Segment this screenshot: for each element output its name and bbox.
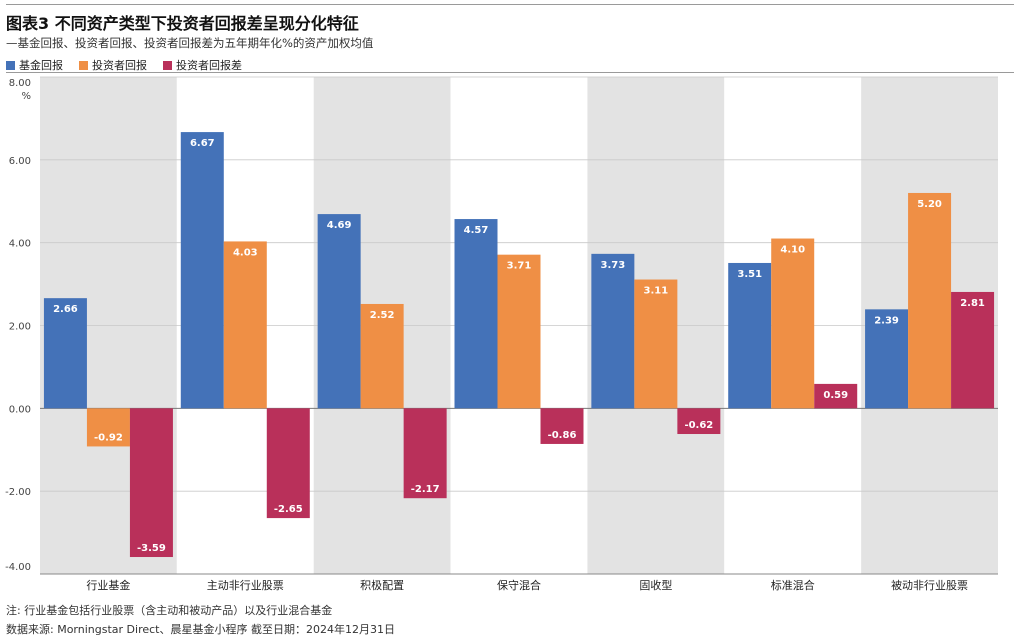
x-tick-label: 固收型 [639, 578, 672, 592]
x-tick-label: 积极配置 [360, 578, 404, 592]
data-label: 5.20 [917, 199, 942, 210]
y-tick-label: 6.00 [9, 156, 31, 167]
bar [454, 219, 498, 409]
y-tick-label: 4.00 [9, 239, 31, 250]
bar [677, 408, 721, 435]
data-label: 2.66 [53, 304, 78, 315]
legend-swatch-return-gap [163, 60, 172, 70]
x-tick-label: 保守混合 [497, 578, 541, 592]
bar [497, 254, 541, 409]
bar [634, 279, 678, 409]
bar [86, 408, 130, 447]
data-label: -0.92 [94, 432, 123, 443]
bar [908, 192, 952, 409]
bar [360, 303, 404, 409]
data-label: 4.10 [780, 245, 805, 256]
legend-item-fund-return: 基金回报 [6, 57, 63, 73]
data-label: 3.51 [737, 269, 762, 280]
y-tick-label: -2.00 [5, 487, 31, 498]
data-label: -0.86 [548, 430, 577, 441]
legend-label-fund-return: 基金回报 [19, 59, 63, 72]
bar [266, 408, 310, 519]
legend-item-return-gap: 投资者回报差 [163, 57, 242, 73]
x-tick-label: 主动非行业股票 [207, 579, 284, 592]
data-label: 2.52 [370, 310, 395, 321]
legend-label-investor-return: 投资者回报 [92, 59, 147, 72]
data-label: 6.67 [190, 138, 215, 149]
data-label: -3.59 [137, 543, 166, 554]
data-label: 3.73 [601, 260, 626, 271]
data-label: -2.65 [274, 504, 303, 515]
chart-title: 图表3 不同资产类型下投资者回报差呈现分化特征 [6, 14, 359, 33]
bar [43, 298, 87, 409]
data-label: 3.71 [507, 261, 532, 272]
x-tick-label: 被动非行业股票 [891, 579, 968, 592]
data-label: 3.11 [644, 286, 669, 297]
bar [591, 253, 635, 409]
bar [951, 291, 995, 409]
y-unit-label: % [21, 91, 31, 102]
legend-swatch-fund-return [6, 60, 15, 70]
y-tick-label: 8.00 [9, 78, 31, 89]
data-label: 2.81 [960, 298, 985, 309]
chart-legend: 基金回报 投资者回报 投资者回报差 [6, 57, 242, 73]
x-tick-label: 行业基金 [86, 578, 130, 592]
y-tick-label: 0.00 [9, 404, 31, 415]
y-tick-label: -4.00 [5, 562, 31, 573]
bar [540, 408, 584, 444]
legend-rule [6, 72, 1014, 73]
data-label: 4.57 [464, 225, 489, 236]
source-note: 数据来源: Morningstar Direct、晨星基金小程序 截至日期：20… [6, 623, 395, 636]
top-rule [6, 4, 1014, 5]
bar [771, 238, 815, 409]
legend-item-investor-return: 投资者回报 [79, 57, 147, 73]
legend-swatch-investor-return [79, 60, 88, 70]
bar [317, 214, 361, 409]
data-label: 4.03 [233, 247, 258, 258]
data-label: 4.69 [327, 220, 352, 231]
bar [223, 241, 267, 409]
bar [403, 408, 447, 499]
bar [728, 262, 772, 409]
legend-label-return-gap: 投资者回报差 [176, 59, 242, 72]
footnote: 注: 行业基金包括行业股票（含主动和被动产品）以及行业混合基金 [6, 604, 333, 617]
data-label: 2.39 [874, 315, 899, 326]
bar [814, 383, 858, 409]
bar [865, 309, 909, 409]
data-label: 0.59 [823, 390, 848, 401]
y-tick-label: 2.00 [9, 322, 31, 333]
x-tick-label: 标准混合 [771, 578, 815, 592]
data-label: -2.17 [411, 484, 440, 495]
chart-subtitle: —基金回报、投资者回报、投资者回报差为五年期年化%的资产加权均值 [6, 36, 374, 50]
bar [129, 408, 173, 558]
bar [180, 132, 224, 409]
bar-chart: -4.00 -2.00 0.00 2.00 4.00 6.00 8.00% 2.66 -0.92… [5, 76, 998, 592]
data-label: -0.62 [684, 420, 713, 431]
